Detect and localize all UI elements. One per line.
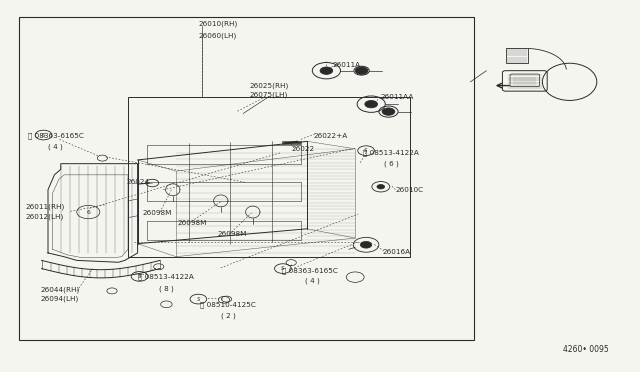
Text: 26011A: 26011A [333, 62, 361, 68]
Text: 26094(LH): 26094(LH) [40, 296, 79, 302]
Text: Ⓢ 08363-6165C: Ⓢ 08363-6165C [28, 132, 83, 139]
Text: Ⓢ 08513-4122A: Ⓢ 08513-4122A [363, 149, 419, 156]
Text: ( 4 ): ( 4 ) [305, 278, 319, 284]
Text: 26022: 26022 [291, 146, 314, 152]
Text: S: S [196, 296, 200, 302]
Text: ( 6 ): ( 6 ) [384, 160, 399, 167]
Text: ( 2 ): ( 2 ) [221, 312, 236, 319]
Text: 26016A: 26016A [383, 249, 411, 255]
Text: S: S [364, 148, 368, 153]
Text: 26011AA: 26011AA [381, 94, 414, 100]
Text: 26012(LH): 26012(LH) [26, 213, 64, 220]
Text: Ⓢ 08510-4125C: Ⓢ 08510-4125C [200, 302, 256, 308]
Text: 6: 6 [86, 209, 90, 215]
Text: 26098M: 26098M [142, 210, 172, 216]
Text: 26010(RH): 26010(RH) [198, 21, 237, 28]
Circle shape [377, 185, 385, 189]
Text: S: S [42, 132, 45, 138]
Circle shape [365, 100, 378, 108]
Text: Ⓢ 08363-6165C: Ⓢ 08363-6165C [282, 267, 337, 274]
Text: S: S [138, 274, 141, 279]
Text: 26098M: 26098M [177, 220, 207, 226]
Bar [506, 48, 528, 63]
Text: 26011(RH): 26011(RH) [26, 203, 65, 210]
Text: 26098M: 26098M [218, 231, 247, 237]
Bar [282, 141, 301, 144]
Bar [128, 97, 410, 257]
Text: 26010C: 26010C [396, 187, 424, 193]
Text: 26022+A: 26022+A [314, 133, 348, 139]
Text: 26025(RH): 26025(RH) [250, 82, 289, 89]
Text: ( 4 ): ( 4 ) [48, 144, 63, 150]
Circle shape [360, 241, 372, 248]
Text: 26060(LH): 26060(LH) [198, 32, 237, 39]
Circle shape [320, 67, 333, 74]
Circle shape [355, 67, 368, 74]
Text: 4260• 0095: 4260• 0095 [563, 345, 609, 354]
Text: 26024: 26024 [127, 179, 150, 185]
Text: ( 8 ): ( 8 ) [159, 285, 173, 292]
Text: S: S [281, 266, 285, 271]
Bar [19, 17, 474, 340]
Text: Ⓢ 08513-4122A: Ⓢ 08513-4122A [138, 274, 193, 280]
Text: 26044(RH): 26044(RH) [40, 286, 79, 293]
Circle shape [382, 108, 395, 115]
Text: 26075(LH): 26075(LH) [250, 92, 288, 98]
